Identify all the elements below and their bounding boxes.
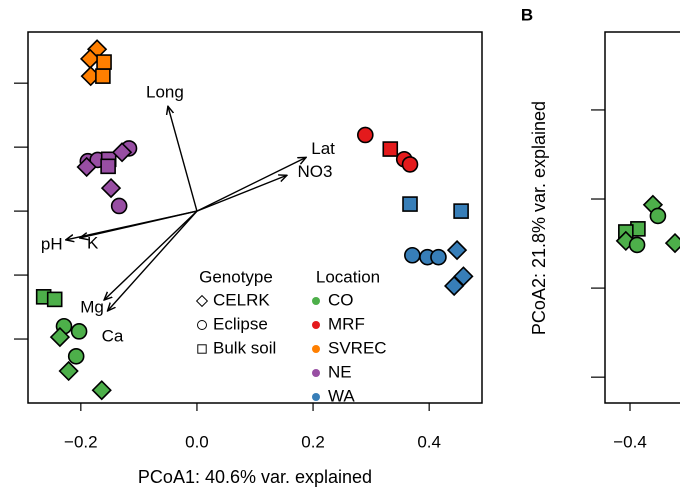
point	[100, 177, 122, 199]
point	[91, 380, 112, 401]
legend-label: WA	[328, 386, 355, 405]
x-axis-label: PCoA1: 40.6% var. explained	[138, 467, 372, 487]
y-tick-label: −0.2	[564, 271, 583, 305]
point	[402, 196, 418, 212]
legend-swatch	[312, 393, 320, 401]
loading-arrow	[104, 210, 198, 300]
point	[357, 126, 374, 144]
legend-symbol	[195, 294, 209, 308]
panel: −0.2 0.0 0.2 0.4 Long Lat NO3 pH K Mg Ca	[14, 31, 483, 451]
point	[444, 275, 465, 297]
x-tick-label: 0.0	[185, 432, 209, 451]
loading-arrow	[196, 175, 287, 212]
point	[453, 203, 469, 219]
point	[76, 156, 97, 178]
point	[382, 141, 399, 157]
point	[111, 142, 133, 163]
legend-label: NE	[328, 362, 352, 381]
loading-label: Ca	[102, 326, 124, 345]
loading-label: Long	[146, 83, 184, 102]
x-tick-label: −0.4	[613, 432, 647, 451]
legend-swatch	[312, 369, 320, 377]
legend-symbol	[197, 320, 207, 330]
panel-label: B	[521, 5, 533, 24]
point	[100, 158, 116, 175]
y-tick-label: −0.4	[564, 360, 583, 394]
loading-label: pH	[41, 234, 63, 253]
plot-frame	[27, 31, 483, 404]
legend-label: MRF	[328, 314, 365, 333]
legend-label: Eclipse	[213, 314, 268, 333]
legend-title: Location	[316, 267, 380, 286]
x-tick-label: 0.4	[417, 432, 441, 451]
loading-arrow	[196, 157, 306, 212]
x-tick-label: 0.2	[301, 432, 325, 451]
loading-arrow	[168, 106, 198, 212]
point	[46, 291, 63, 308]
plot-frame	[604, 31, 680, 404]
loading-arrow	[80, 210, 198, 238]
point	[70, 323, 88, 340]
legend-label: CELRK	[213, 290, 270, 309]
y-tick-label: 0.2	[564, 98, 583, 122]
point	[446, 239, 468, 261]
point	[67, 348, 85, 365]
point	[96, 54, 112, 70]
legend-swatch	[312, 321, 320, 329]
point	[404, 246, 421, 264]
loading-arrow	[108, 210, 198, 311]
panel: −0.4 −0.4 −0.2 0.0 0.2	[564, 31, 680, 451]
legend-title: Genotype	[199, 267, 273, 286]
point	[401, 156, 419, 173]
legend-symbol	[197, 344, 207, 354]
point	[49, 326, 71, 348]
point	[430, 248, 447, 266]
y-tick-label: 0.0	[564, 187, 583, 211]
legend-swatch	[312, 297, 320, 305]
y-axis-label: PCoA2: 21.8% var. explained	[529, 101, 549, 335]
loading-label: Lat	[311, 139, 335, 158]
loading-label: Mg	[80, 297, 104, 316]
loading-label: NO3	[297, 162, 332, 181]
point	[628, 236, 646, 254]
legend-label: CO	[328, 290, 354, 309]
legend-swatch	[312, 345, 320, 353]
legend-label: SVREC	[328, 338, 387, 357]
point	[58, 360, 79, 382]
point	[664, 232, 680, 254]
x-tick-label: −0.2	[64, 432, 98, 451]
point	[110, 197, 128, 215]
point	[95, 68, 111, 84]
legend-label: Bulk soil	[213, 338, 276, 357]
point	[649, 207, 667, 225]
loading-label: K	[87, 233, 99, 252]
